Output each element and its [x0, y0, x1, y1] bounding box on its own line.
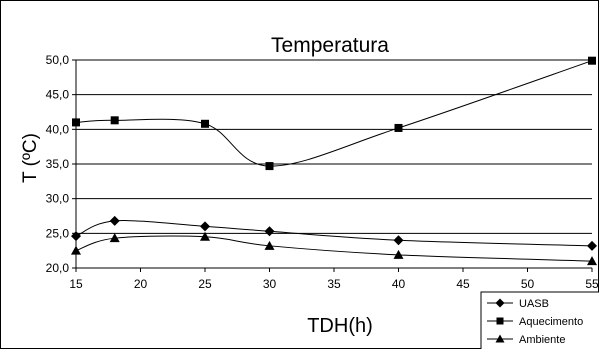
- data-point: [394, 123, 403, 132]
- y-tick-label: 45,0: [46, 88, 70, 102]
- x-tick-label: 25: [198, 277, 212, 291]
- data-point: [71, 231, 81, 242]
- x-tick-label: 45: [456, 277, 470, 291]
- x-axis-label: TDH(h): [307, 315, 373, 337]
- data-point: [265, 162, 274, 171]
- data-point: [71, 245, 81, 255]
- x-tick-label: 40: [392, 277, 406, 291]
- legend-label: Ambiente: [519, 334, 565, 346]
- x-tick-label: 15: [69, 277, 83, 291]
- data-point: [264, 240, 275, 250]
- data-point: [588, 56, 596, 65]
- data-point: [587, 256, 597, 266]
- series-layer: [71, 56, 597, 266]
- axes: 20,0 25,0 30,0 35,0 40,0 45,0 50,0 15 20 25 30 35 40…: [46, 53, 599, 291]
- gridlines: [76, 59, 592, 234]
- legend-marker: [495, 334, 505, 343]
- x-tick-label: 55: [585, 277, 599, 291]
- data-point: [200, 221, 210, 232]
- y-tick-label: 35,0: [46, 157, 70, 171]
- x-tick-label: 30: [263, 277, 277, 291]
- legend-label: UASB: [519, 298, 549, 310]
- chart-title: Temperatura: [271, 34, 389, 57]
- series-aquecimento: [72, 56, 596, 171]
- series-uasb: [71, 215, 597, 251]
- data-point: [200, 231, 210, 241]
- data-point: [587, 240, 597, 251]
- y-tick-label: 25,0: [46, 226, 70, 240]
- data-point: [264, 226, 275, 237]
- y-axis-label: T (ºC): [20, 133, 41, 183]
- y-tick-label: 20,0: [46, 261, 70, 275]
- legend: UASB Aquecimento Ambiente: [480, 291, 599, 354]
- data-point: [72, 118, 80, 127]
- data-point: [109, 233, 120, 243]
- data-point: [393, 249, 404, 259]
- y-tick-label: 40,0: [46, 122, 70, 136]
- data-point: [201, 119, 209, 128]
- data-point: [109, 215, 120, 226]
- y-tick-label: 30,0: [46, 192, 70, 206]
- y-tick-label: 50,0: [46, 53, 70, 67]
- legend-marker: [496, 317, 504, 325]
- x-tick-label: 20: [134, 277, 148, 291]
- data-point: [393, 235, 404, 246]
- x-tick-label: 35: [327, 277, 341, 291]
- data-point: [110, 116, 119, 125]
- series-ambiente: [71, 231, 597, 266]
- legend-marker: [495, 298, 505, 308]
- legend-label: Aquecimento: [519, 316, 583, 328]
- x-tick-label: 50: [521, 277, 535, 291]
